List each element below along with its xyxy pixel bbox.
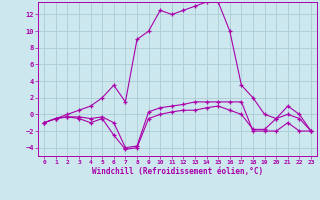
X-axis label: Windchill (Refroidissement éolien,°C): Windchill (Refroidissement éolien,°C) bbox=[92, 167, 263, 176]
